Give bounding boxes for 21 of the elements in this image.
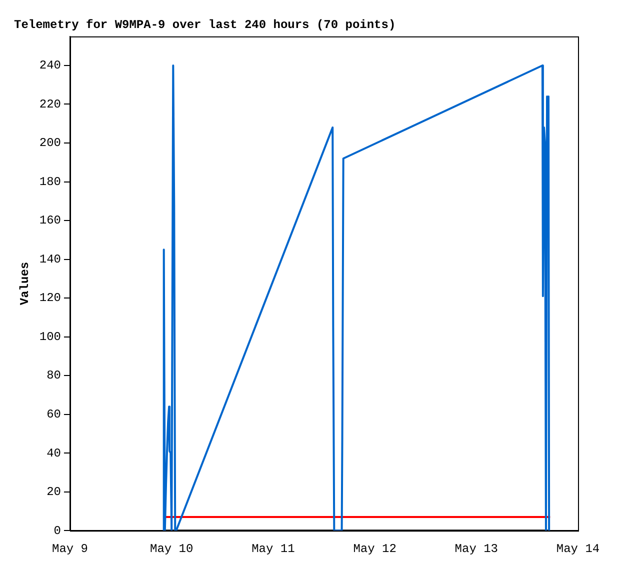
- x-tick-label: May 9: [52, 542, 88, 556]
- y-tick-label: 0: [54, 524, 62, 538]
- y-tick-label: 100: [39, 330, 62, 344]
- y-axis-title: Values: [18, 262, 32, 306]
- y-tick-label: 220: [39, 97, 62, 112]
- y-tick-label: 120: [39, 291, 62, 306]
- x-tick-label: May 10: [150, 542, 194, 556]
- y-tick-label: 140: [39, 252, 62, 266]
- x-tick-label: May 11: [252, 542, 295, 556]
- y-tick-label: 200: [39, 136, 62, 150]
- chart-title: Telemetry for W9MPA-9 over last 240 hours (70 points): [14, 18, 396, 32]
- x-tick-label: May 13: [454, 542, 498, 556]
- x-tick-label: May 12: [353, 542, 396, 556]
- x-tick-label: May 14: [556, 542, 600, 556]
- y-tick-label: 80: [46, 368, 62, 383]
- y-tick-label: 240: [39, 58, 62, 73]
- y-tick-label: 180: [39, 174, 62, 189]
- y-tick-label: 60: [46, 407, 62, 422]
- y-tick-label: 20: [46, 485, 62, 500]
- y-tick-label: 40: [46, 446, 62, 460]
- y-tick-label: 160: [39, 214, 62, 228]
